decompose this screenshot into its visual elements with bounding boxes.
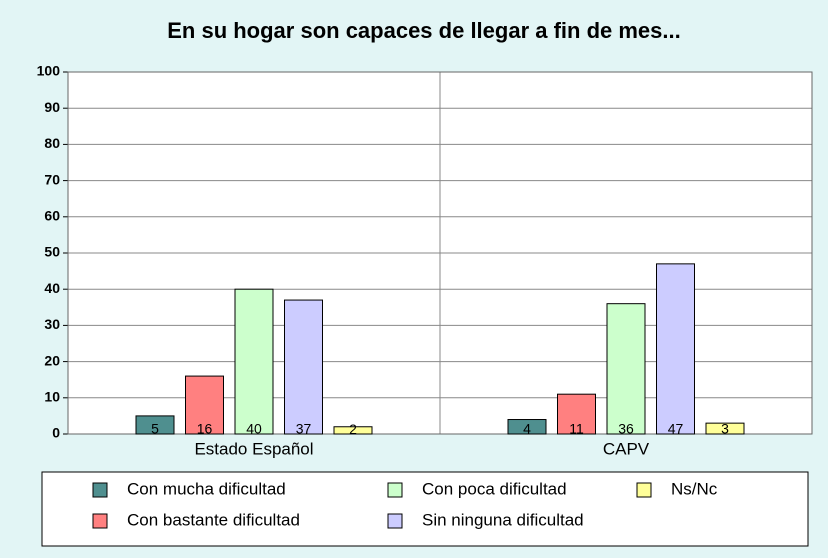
- legend-swatch: [387, 513, 403, 529]
- bar: [656, 263, 695, 435]
- legend-swatch: [387, 482, 403, 498]
- bar: [185, 375, 224, 435]
- data-label: 4: [523, 421, 531, 437]
- bar: [135, 415, 175, 435]
- data-label: 5: [151, 421, 159, 437]
- legend-label: Ns/Nc: [671, 479, 718, 498]
- bar: [705, 422, 745, 435]
- legend-box: [41, 471, 809, 547]
- data-label: 36: [618, 421, 634, 437]
- legend-swatch: [92, 513, 108, 529]
- y-tick-label: 30: [44, 316, 60, 332]
- bar: [507, 419, 547, 435]
- y-tick-label: 40: [44, 280, 60, 296]
- y-tick-label: 80: [44, 135, 60, 151]
- bar: [234, 288, 274, 435]
- data-label: 2: [349, 421, 357, 437]
- data-label: 47: [668, 421, 684, 437]
- bar: [606, 303, 646, 435]
- x-tick-label: CAPV: [603, 439, 650, 458]
- y-tick-label: 60: [44, 208, 60, 224]
- x-tick-label: Estado Español: [194, 439, 313, 458]
- legend-swatch: [92, 482, 108, 498]
- data-label: 16: [197, 421, 213, 437]
- y-tick-label: 70: [44, 171, 60, 187]
- data-label: 40: [246, 421, 262, 437]
- y-tick-label: 100: [37, 63, 61, 79]
- legend-label: Con bastante dificultad: [127, 510, 300, 529]
- data-label: 37: [296, 421, 312, 437]
- legend-label: Con poca dificultad: [422, 479, 567, 498]
- data-label: 11: [569, 421, 584, 437]
- legend-label: Con mucha dificultad: [127, 479, 286, 498]
- bar: [333, 426, 373, 435]
- bar: [557, 393, 596, 435]
- plot-border: [67, 71, 813, 435]
- y-tick-label: 50: [44, 244, 60, 260]
- y-tick-label: 10: [44, 389, 60, 405]
- legend-label: Sin ninguna dificultad: [422, 510, 584, 529]
- y-tick-label: 0: [52, 425, 60, 441]
- data-label: 3: [721, 421, 729, 437]
- chart-title: En su hogar son capaces de llegar a fin …: [167, 18, 681, 43]
- bar: [284, 299, 323, 435]
- y-tick-label: 90: [44, 99, 60, 115]
- y-tick-label: 20: [44, 352, 60, 368]
- legend-swatch: [636, 482, 652, 498]
